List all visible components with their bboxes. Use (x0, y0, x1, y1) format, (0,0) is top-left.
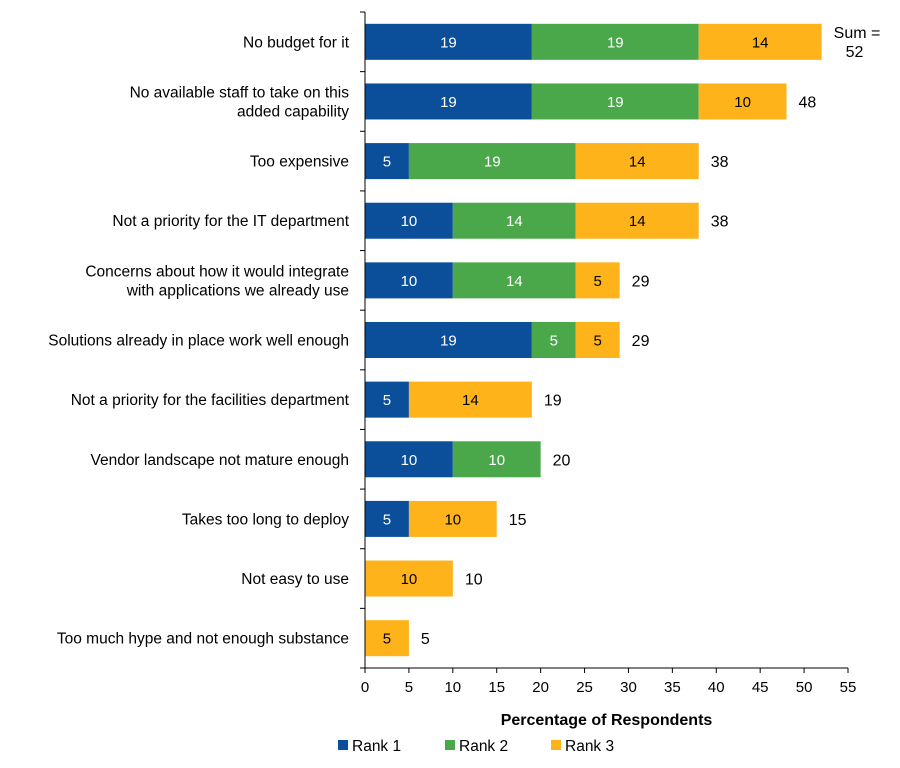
total-label: 29 (632, 333, 650, 350)
bars-layer: 19 19 14 Sum = 52 19 19 10 48 5 19 14 38 10 14 14 38 10 14… (365, 23, 881, 657)
bar-segment-rank3 (575, 322, 620, 358)
x-tick-label: 45 (752, 679, 769, 696)
segment-value-label: 10 (401, 213, 418, 230)
category-label: Takes too long to deploy (182, 511, 349, 528)
x-tick-label: 20 (532, 679, 549, 696)
category-label: Not a priority for the IT department (112, 213, 349, 230)
segment-value-label: 14 (462, 392, 479, 409)
category-label: Concerns about how it would integrate wit… (85, 263, 349, 299)
x-tick-label: 50 (796, 679, 813, 696)
bar-segment-rank1 (365, 143, 409, 180)
segment-value-label: 14 (506, 273, 523, 290)
category-label: Not easy to use (241, 571, 349, 588)
bar-segment-rank3 (575, 143, 699, 180)
x-tick-label: 30 (620, 679, 637, 696)
x-tick-label: 10 (444, 679, 461, 696)
total-label: Sum = 52 (834, 25, 881, 61)
x-tick-label: 0 (361, 679, 369, 696)
bar-segment-rank3 (698, 23, 822, 60)
segment-value-label: 19 (440, 34, 457, 51)
total-label: 10 (465, 572, 483, 589)
bar-segment-rank3 (408, 381, 532, 418)
bar-segment-rank1 (365, 262, 453, 299)
segment-value-label: 10 (488, 452, 505, 469)
bar-segment-rank1 (365, 202, 453, 239)
bar-segment-rank1 (365, 500, 409, 537)
segment-value-label: 5 (383, 511, 391, 528)
bar-segment-rank2 (531, 322, 576, 358)
bar-segment-rank2 (408, 143, 576, 180)
category-labels-layer: No budget for it No available staff to ta… (48, 34, 349, 647)
segment-value-label: 14 (506, 213, 523, 230)
legend-swatch-rank3 (551, 740, 561, 750)
x-tick-label: 15 (488, 679, 505, 696)
bar-segment-rank3 (575, 262, 620, 299)
bar-segment-rank3 (365, 560, 453, 597)
category-label: No budget for it (243, 34, 350, 51)
bar-segment-rank2 (452, 441, 541, 478)
bar-segment-rank1 (365, 23, 532, 60)
bar-segment-rank3 (408, 500, 497, 537)
segment-value-label: 10 (401, 273, 418, 290)
category-label: Too much hype and not enough substance (57, 631, 349, 648)
total-label: 48 (799, 94, 817, 111)
legend-swatch-rank1 (338, 740, 348, 750)
total-label: 29 (632, 273, 650, 290)
x-tick-label: 40 (708, 679, 725, 696)
segment-value-label: 19 (607, 94, 624, 111)
segment-value-label: 19 (440, 94, 457, 111)
legend-label-rank2: Rank 2 (459, 738, 508, 755)
x-axis-title: Percentage of Respondents (501, 712, 713, 729)
x-tick-label: 5 (405, 679, 413, 696)
bar-segment-rank3 (698, 83, 787, 120)
bar-segment-rank1 (365, 441, 453, 478)
x-tick-label: 55 (840, 679, 857, 696)
category-label: No available staff to take on this added … (130, 84, 350, 120)
segment-value-label: 5 (550, 333, 558, 350)
legend: Rank 1 Rank 2 Rank 3 (338, 738, 614, 755)
total-label: 15 (509, 512, 527, 529)
segment-value-label: 10 (734, 94, 751, 111)
segment-value-label: 5 (594, 333, 602, 350)
segment-value-label: 10 (444, 511, 461, 528)
legend-label-rank1: Rank 1 (352, 738, 401, 755)
segment-value-label: 14 (752, 34, 769, 51)
segment-value-label: 14 (629, 154, 646, 171)
x-tick-label: 25 (576, 679, 593, 696)
category-label: Too expensive (250, 154, 349, 171)
segment-value-label: 10 (401, 571, 418, 588)
total-label: 38 (711, 214, 729, 231)
segment-value-label: 5 (383, 631, 391, 648)
bar-segment-rank1 (365, 322, 532, 358)
bar-segment-rank3 (365, 620, 409, 657)
category-label: Solutions already in place work well eno… (48, 333, 349, 350)
bar-segment-rank2 (452, 262, 576, 299)
bar-segment-rank1 (365, 381, 409, 418)
segment-value-label: 5 (383, 392, 391, 409)
legend-label-rank3: Rank 3 (565, 738, 614, 755)
segment-value-label: 5 (594, 273, 602, 290)
bar-segment-rank2 (531, 23, 699, 60)
total-label: 20 (553, 452, 571, 469)
category-label: Not a priority for the facilities depart… (71, 392, 350, 409)
x-tick-label: 35 (664, 679, 681, 696)
total-label: 38 (711, 154, 729, 171)
total-label: 19 (544, 393, 562, 410)
segment-value-label: 19 (440, 333, 457, 350)
segment-value-label: 5 (383, 154, 391, 171)
segment-value-label: 19 (484, 154, 501, 171)
bar-segment-rank2 (452, 202, 576, 239)
bar-segment-rank1 (365, 83, 532, 120)
segment-value-label: 14 (629, 213, 646, 230)
segment-value-label: 19 (607, 34, 624, 51)
category-label: Vendor landscape not mature enough (90, 452, 349, 469)
bar-segment-rank3 (575, 202, 699, 239)
total-label: 5 (421, 631, 430, 648)
legend-swatch-rank2 (445, 740, 455, 750)
bar-segment-rank2 (531, 83, 699, 120)
segment-value-label: 10 (401, 452, 418, 469)
